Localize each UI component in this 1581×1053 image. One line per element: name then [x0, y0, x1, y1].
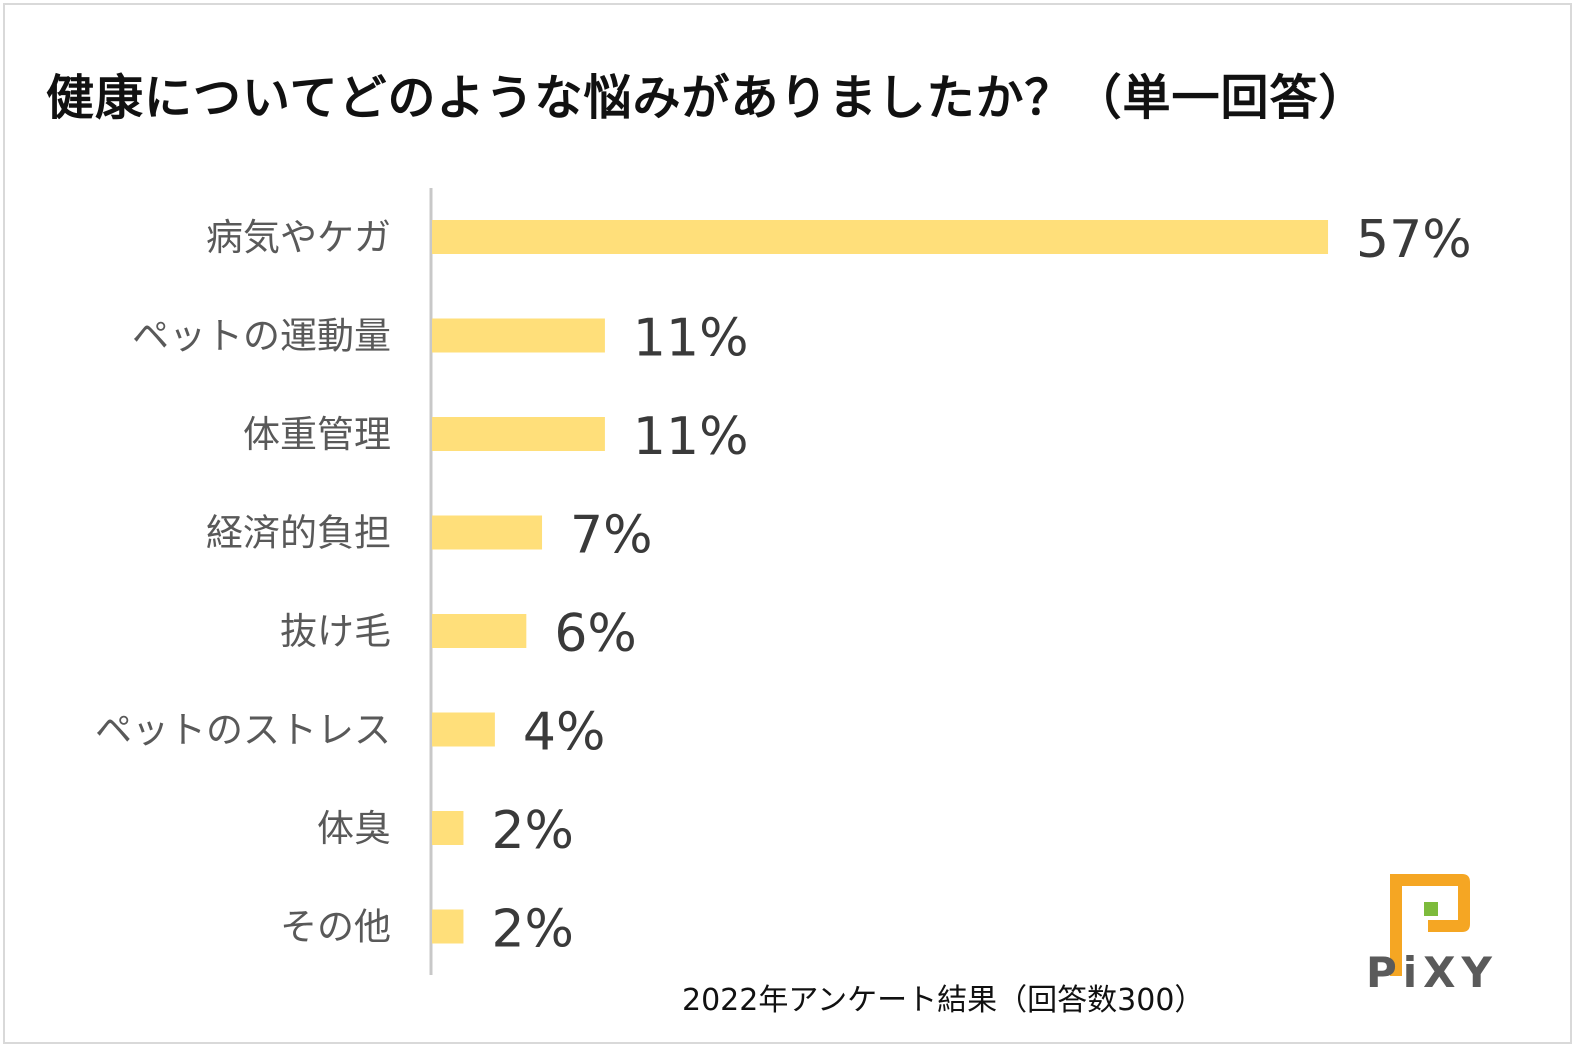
category-label: その他 — [280, 906, 391, 949]
bar-7 — [432, 811, 464, 845]
bars-group: 病気やケガ 57% ペットの運動量 11% 体重管理 11% 経済的負担 7% 抜け毛 6% ペット… — [95, 210, 1472, 960]
category-label: 経済的負担 — [206, 512, 391, 555]
value-label: 2% — [491, 900, 574, 960]
value-label: 6% — [554, 604, 637, 664]
category-label: ペットの運動量 — [132, 315, 391, 358]
value-label: 57% — [1356, 210, 1472, 270]
category-label: 体重管理 — [243, 413, 391, 456]
chart-title: 健康についてどのような悩みがありましたか？（単一回答） — [46, 70, 1368, 126]
bar-2 — [432, 318, 605, 353]
bar-4 — [432, 515, 543, 550]
value-label: 7% — [570, 506, 653, 566]
value-label: 2% — [491, 801, 574, 861]
bar-1 — [432, 220, 1329, 254]
bar-8 — [432, 909, 464, 944]
bar-5 — [432, 614, 527, 648]
logo-text: PiXY — [1366, 948, 1498, 997]
bar-3 — [432, 417, 605, 451]
category-label: 抜け毛 — [280, 610, 391, 653]
value-label: 4% — [523, 703, 606, 763]
bar-6 — [432, 712, 495, 747]
category-label: 病気やケガ — [206, 216, 391, 259]
category-label: ペットのストレス — [95, 709, 391, 752]
category-label: 体臭 — [317, 807, 391, 850]
survey-footnote: 2022年アンケート結果（回答数300） — [682, 983, 1205, 1018]
pixy-logo-icon — [1390, 874, 1470, 976]
value-label: 11% — [633, 407, 749, 467]
chart-frame — [3, 3, 1572, 1044]
value-label: 11% — [633, 309, 749, 369]
